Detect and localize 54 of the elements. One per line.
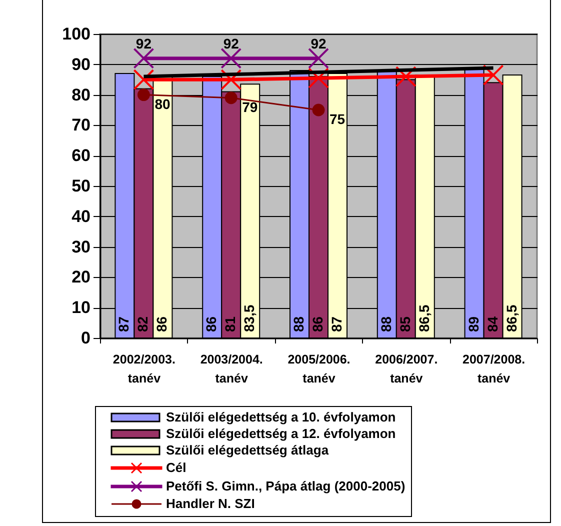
data-label: 86: [154, 316, 170, 332]
x-tick-label: 2005/2006. tanév: [288, 352, 350, 386]
data-label: 84: [484, 316, 500, 332]
legend-label: Szülői elégedettség a 12. évfolyamon: [166, 426, 396, 441]
data-label: 80: [154, 96, 170, 112]
data-label: 85: [396, 316, 413, 332]
data-label: 75: [330, 111, 346, 127]
legend-label: Szülői elégedettség a 10. évfolyamon: [166, 410, 396, 424]
legend-label: Petőfi S. Gimn., Pápa átlag (2000-2005): [166, 478, 406, 494]
y-tick-label: 0: [81, 328, 90, 348]
y-tick-label: 50: [72, 176, 90, 196]
data-label: 88: [378, 316, 394, 332]
point: [308, 48, 329, 69]
x-tick-label: 2006/2007. tanév: [375, 352, 438, 386]
data-label: 89: [465, 316, 482, 332]
data-label: 92: [223, 35, 240, 52]
x-tick-label: 2003/2004. tanév: [200, 352, 263, 386]
point: [220, 48, 242, 69]
data-label: 86,5: [503, 304, 520, 332]
data-label: 92: [310, 35, 326, 52]
y-tick-label: 40: [72, 206, 90, 226]
data-label: 79: [242, 98, 258, 115]
data-label: 86: [310, 316, 326, 332]
data-label: 92: [136, 35, 152, 52]
point: [308, 68, 329, 89]
y-tick-label: 30: [72, 237, 90, 256]
legend-label: Cél: [166, 460, 186, 475]
data-label: 88: [290, 316, 306, 332]
point: [220, 69, 242, 90]
data-label: 87: [328, 316, 344, 332]
data-label: 86,5: [416, 304, 432, 332]
x-tick-label: 2002/2003. tanév: [112, 352, 176, 386]
point: [133, 69, 154, 90]
point: [395, 66, 416, 88]
point: [482, 64, 504, 86]
data-label: 81: [222, 316, 238, 332]
y-tick-label: 100: [62, 24, 90, 44]
data-label: 86: [203, 316, 220, 332]
x-tick-label: 2007/2008. tanév: [462, 352, 526, 386]
y-tick-label: 20: [72, 268, 90, 287]
point: [137, 88, 150, 102]
legend-label: Szülői elégedettség átlaga: [166, 442, 330, 458]
point: [133, 48, 154, 69]
data-label: 82: [134, 316, 151, 332]
data-label: 87: [116, 316, 132, 332]
y-tick-label: 80: [72, 85, 90, 104]
legend-label: Handler N. SZI: [166, 496, 255, 511]
point: [312, 104, 325, 116]
y-tick-label: 90: [72, 54, 90, 74]
data-label: 83,5: [241, 304, 258, 332]
y-tick-label: 70: [72, 116, 90, 135]
point: [224, 92, 238, 104]
y-tick-label: 60: [72, 146, 90, 166]
y-tick-label: 10: [72, 298, 90, 318]
